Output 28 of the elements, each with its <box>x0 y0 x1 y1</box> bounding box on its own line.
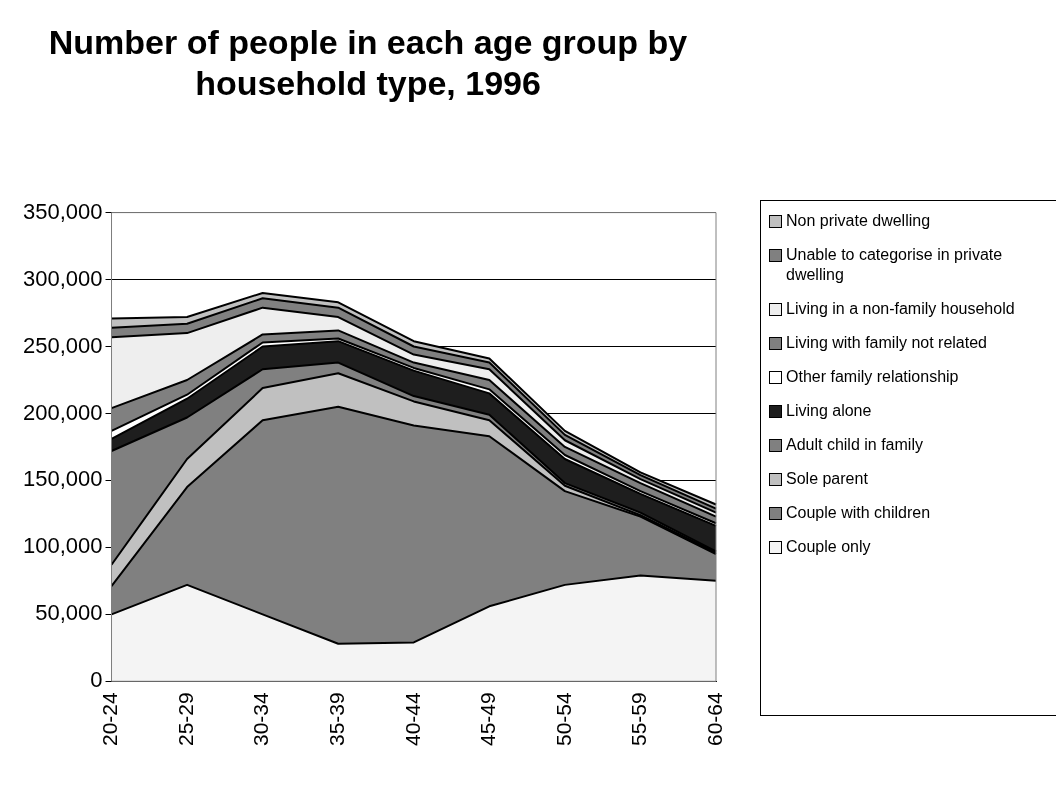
y-tick-label: 100,000 <box>22 533 103 559</box>
x-tick-label: 20-24 <box>98 691 122 747</box>
x-tick-label: 40-44 <box>400 691 424 747</box>
x-tick-label: 35-39 <box>325 692 348 747</box>
y-tick-label: 200,000 <box>22 399 103 425</box>
legend-label: Couple only <box>786 537 871 557</box>
legend-label: Living with family not related <box>786 333 987 353</box>
chart-title: Number of people in each age group by household type, 1996 <box>48 22 688 102</box>
x-tick-label: 30-34 <box>249 691 273 747</box>
y-tick-label: 0 <box>90 667 103 693</box>
legend-label: Living alone <box>786 401 872 421</box>
x-tick-label: 25-29 <box>173 692 197 747</box>
x-tick-label: 45-49 <box>476 692 500 747</box>
legend-label: Couple with children <box>786 503 931 523</box>
y-tick-label: 300,000 <box>22 265 103 291</box>
y-tick-label: 50,000 <box>35 600 103 626</box>
x-tick-label: 55-59 <box>627 692 651 747</box>
x-tick-label: 50-54 <box>551 691 575 747</box>
legend-label: Other family relationship <box>786 367 959 387</box>
legend-label: Non private dwelling <box>786 211 931 231</box>
x-tick-label: 60-64 <box>702 691 726 747</box>
y-tick-label: 150,000 <box>22 466 103 492</box>
legend-label: Adult child in family <box>786 435 923 455</box>
legend-label: Sole parent <box>786 469 868 489</box>
legend-label: Living in a non-family household <box>786 299 1015 319</box>
y-tick-label: 350,000 <box>22 198 103 224</box>
legend-label: Unable to categorise in private dwelling <box>786 245 1004 285</box>
y-tick-label: 250,000 <box>22 332 103 358</box>
